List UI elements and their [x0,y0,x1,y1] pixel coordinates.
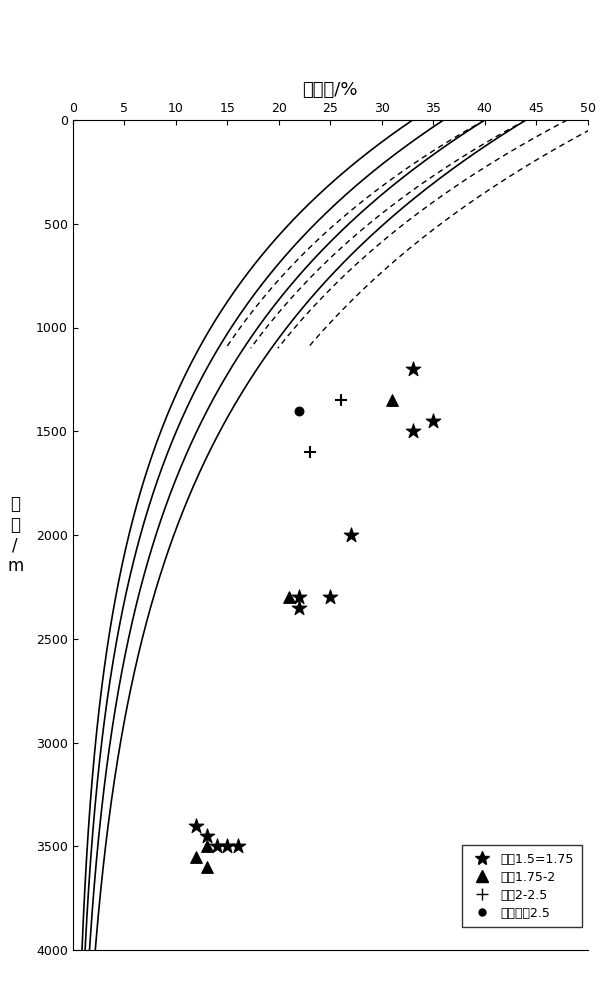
Point [408,423,418,439]
Point [233,838,242,854]
Point [408,361,418,377]
Point [202,838,211,854]
Point [387,392,397,408]
Point [336,392,345,408]
X-axis label: 孔隙度/%: 孔隙度/% [302,81,358,99]
Point [212,838,222,854]
Legend: 分选1.5=1.75, 分选1.75-2, 分选2-2.5, 分选大于2.5: 分选1.5=1.75, 分选1.75-2, 分选2-2.5, 分选大于2.5 [462,845,582,927]
Point [202,859,211,875]
Point [202,828,211,844]
Point [346,527,356,543]
Point [191,849,201,865]
Point [222,838,232,854]
Point [428,413,438,429]
Point [295,589,304,605]
Point [325,589,335,605]
Point [284,589,294,605]
Point [305,444,315,460]
Point [191,818,201,834]
Point [295,402,304,418]
Y-axis label: 深
度
/
m: 深 度 / m [7,495,23,575]
Point [295,600,304,616]
